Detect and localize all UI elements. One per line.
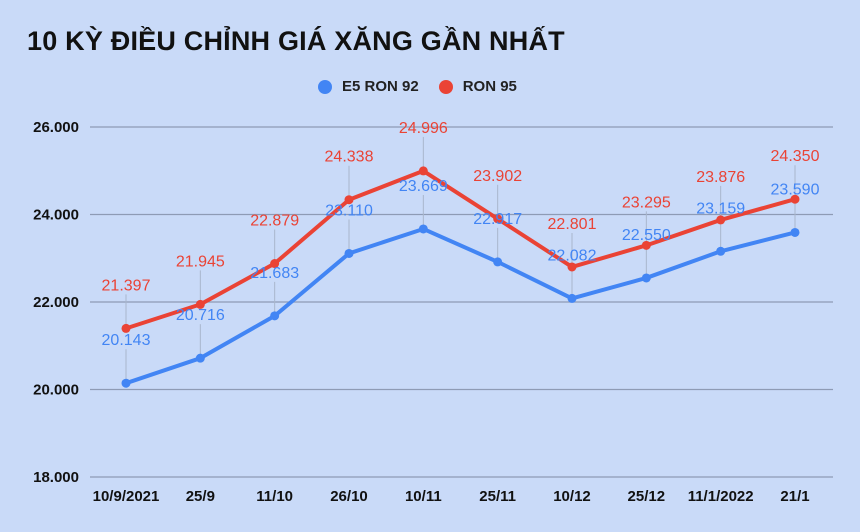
x-tick-label: 25/9 (186, 488, 215, 505)
chart-title: 10 KỲ ĐIỀU CHỈNH GIÁ XĂNG GẦN NHẤT (27, 26, 565, 56)
x-tick-label: 10/9/2021 (93, 488, 160, 505)
data-label: 21.397 (102, 277, 151, 294)
data-point (418, 166, 428, 176)
x-tick-label: 10/11 (405, 488, 442, 505)
data-point (716, 215, 726, 225)
data-label: 23.669 (399, 178, 448, 195)
data-point (716, 246, 726, 256)
data-label: 22.801 (548, 216, 597, 233)
y-tick-label: 22.000 (33, 294, 79, 311)
data-label: 23.295 (622, 194, 671, 211)
data-point (270, 311, 280, 321)
legend-dot-icon (438, 79, 453, 94)
x-tick-label: 21/1 (780, 488, 809, 505)
data-point (344, 195, 354, 205)
data-point (790, 194, 800, 204)
data-point (493, 257, 503, 267)
data-label: 23.159 (696, 200, 745, 217)
data-point (641, 240, 651, 250)
data-point (418, 224, 428, 234)
data-label: 23.902 (473, 168, 522, 185)
x-axis: 10/9/2021 25/9 11/10 26/10 10/11 25/11 10/12 25… (93, 488, 810, 505)
series-line-ron95 (125, 168, 796, 331)
data-point (641, 273, 651, 283)
y-tick-label: 26.000 (33, 119, 79, 136)
data-point (195, 353, 205, 363)
y-tick-label: 24.000 (33, 207, 79, 224)
data-label: 22.550 (622, 227, 671, 244)
series-line-e5-ron92 (125, 226, 796, 386)
data-label: 22.917 (473, 211, 522, 228)
data-label: 24.338 (325, 149, 374, 166)
data-point (121, 378, 131, 388)
data-point (493, 214, 503, 224)
data-point (790, 227, 800, 237)
legend-label: RON 95 (462, 78, 517, 95)
x-tick-label: 25/12 (628, 488, 666, 505)
data-label: 23.876 (696, 169, 745, 186)
label-leader-lines (125, 136, 796, 384)
data-label: 21.683 (250, 265, 299, 282)
x-tick-label: 10/12 (553, 488, 591, 505)
series-lines (121, 166, 800, 388)
legend: E5 RON 92 RON 95 (318, 78, 537, 95)
data-point (567, 293, 577, 303)
legend-label: E5 RON 92 (342, 78, 419, 95)
x-tick-label: 25/11 (479, 488, 516, 505)
data-label: 23.590 (771, 181, 820, 198)
data-label: 24.350 (771, 148, 820, 165)
y-axis: 18.000 20.000 22.000 24.000 26.000 (33, 119, 79, 486)
legend-item-e5-ron92: E5 RON 92 (318, 78, 419, 95)
x-tick-label: 11/1/2022 (688, 488, 754, 505)
data-label: 23.110 (325, 202, 373, 219)
data-label: 21.945 (176, 253, 225, 270)
data-label: 22.879 (250, 213, 299, 230)
legend-item-ron95: RON 95 (438, 78, 517, 95)
y-tick-label: 18.000 (33, 469, 79, 486)
data-label: 20.143 (102, 332, 151, 349)
data-point (567, 262, 577, 272)
x-tick-label: 11/10 (256, 488, 293, 505)
data-point (195, 299, 205, 309)
legend-dot-icon (318, 79, 332, 94)
data-label: 20.716 (176, 307, 225, 324)
data-point (270, 259, 280, 269)
data-point (344, 248, 354, 258)
data-label: 22.082 (548, 247, 597, 264)
data-labels: 20.143 20.716 21.683 23.110 23.669 22.917 22.0… (102, 120, 820, 349)
data-point (121, 323, 131, 333)
data-label: 24.996 (399, 120, 448, 137)
gridlines (90, 126, 833, 478)
y-tick-label: 20.000 (33, 382, 79, 399)
x-tick-label: 26/10 (330, 488, 368, 505)
